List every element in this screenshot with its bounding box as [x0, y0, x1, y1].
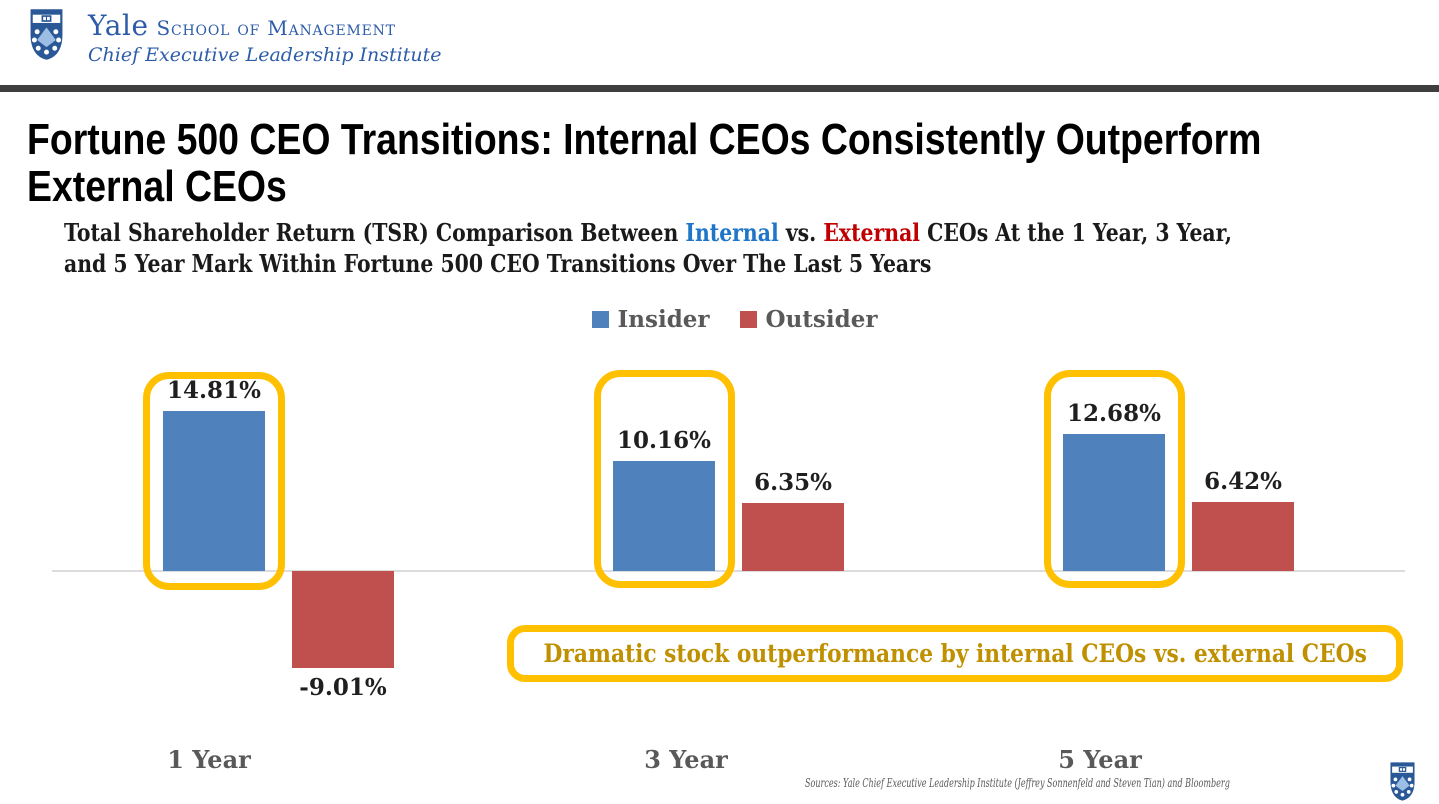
legend-insider-label: Insider — [617, 306, 710, 333]
chart-subtitle: Total Shareholder Return (TSR) Compariso… — [64, 217, 1438, 279]
value-label-insider-3: 12.68% — [1067, 400, 1161, 427]
subtitle-part1: Total Shareholder Return (TSR) Compariso… — [64, 218, 686, 247]
subtitle-line2: and 5 Year Mark Within Fortune 500 CEO T… — [64, 249, 932, 278]
legend-item-outsider: Outsider — [739, 306, 878, 333]
category-label-5-year: 5 Year — [1058, 745, 1142, 774]
sources-note: Sources: Yale Chief Executive Leadership… — [805, 776, 1230, 790]
highlight-box-5-year — [1044, 370, 1185, 588]
page-title: Fortune 500 CEO Transitions: Internal CE… — [27, 116, 1439, 210]
bar-insider-3-year — [613, 461, 715, 571]
subtitle-part3: CEOs At the 1 Year, 3 Year, — [920, 218, 1233, 247]
value-label-insider-1: 14.81% — [167, 377, 261, 404]
subtitle-line1: Total Shareholder Return (TSR) Compariso… — [64, 217, 1232, 248]
legend-item-insider: Insider — [591, 306, 710, 333]
legend-outsider-label: Outsider — [765, 306, 878, 333]
value-label-outsider-2: 6.35% — [754, 469, 832, 496]
bar-outsider-1-year — [292, 571, 394, 668]
bar-outsider-3-year — [742, 503, 844, 571]
insider-swatch-icon — [591, 311, 609, 328]
bar-insider-1-year — [163, 411, 265, 571]
header-brand-block: Yale School of Management Chief Executive… — [88, 9, 442, 66]
yale-som-shield-footer-icon — [1390, 762, 1415, 801]
yale-wordmark: Yale — [88, 9, 149, 42]
page-title-line1: Fortune 500 CEO Transitions: Internal CE… — [27, 115, 1262, 164]
subtitle-external-word: External — [823, 218, 921, 247]
institute-label: Chief Executive Leadership Institute — [88, 44, 442, 66]
category-label-3-year: 3 Year — [644, 745, 728, 774]
highlight-box-1-year — [143, 372, 285, 590]
school-of-management-label: School of Management — [156, 16, 396, 40]
subtitle-internal-word: Internal — [685, 218, 779, 247]
annotation-callout-text: Dramatic stock outperformance by interna… — [543, 639, 1367, 668]
outsider-swatch-icon — [739, 311, 757, 328]
subtitle-part2: vs. — [778, 218, 824, 247]
yale-som-shield-logo-icon — [30, 9, 63, 60]
category-label-1-year: 1 Year — [167, 745, 251, 774]
annotation-callout-box: Dramatic stock outperformance by interna… — [507, 625, 1403, 682]
value-label-insider-2: 10.16% — [617, 427, 711, 454]
brand-line: Yale School of Management — [88, 9, 442, 42]
chart-legend: Insider Outsider — [0, 306, 1439, 333]
highlight-box-3-year — [594, 370, 735, 588]
bar-insider-5-year — [1063, 434, 1165, 571]
value-label-outsider-3: 6.42% — [1204, 468, 1282, 495]
page-title-line2: External CEOs — [27, 162, 287, 211]
value-label-outsider-1: -9.01% — [299, 674, 387, 701]
header-divider-rule — [0, 85, 1439, 92]
bar-outsider-5-year — [1192, 502, 1294, 571]
